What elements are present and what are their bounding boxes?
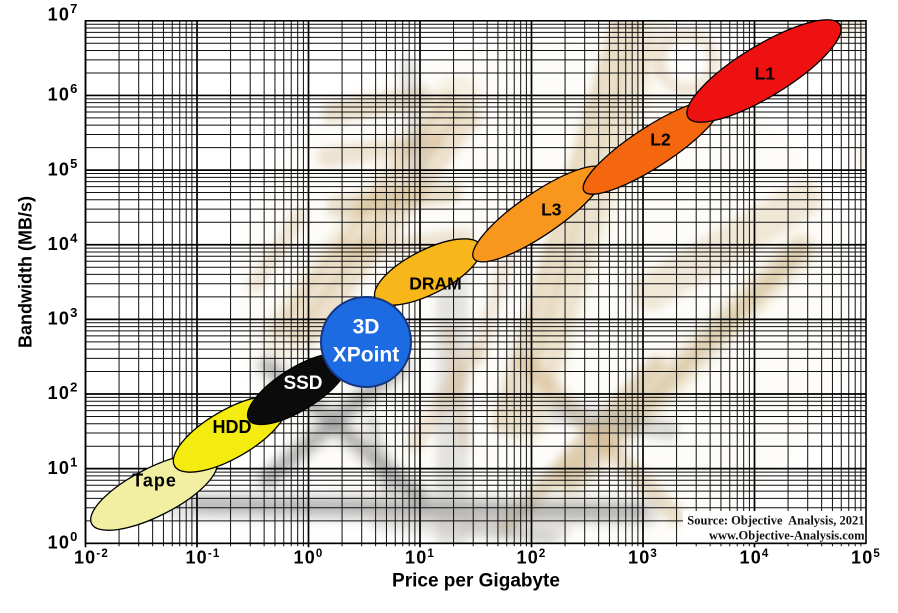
svg-text:100: 100	[293, 548, 323, 568]
svg-text:XPoint: XPoint	[333, 343, 400, 366]
svg-text:100: 100	[48, 529, 79, 553]
svg-text:101: 101	[48, 454, 79, 478]
svg-text:Price per Gigabyte: Price per Gigabyte	[392, 571, 560, 592]
svg-text:www.Objective-Analysis.com: www.Objective-Analysis.com	[709, 529, 865, 543]
svg-text:HDD: HDD	[213, 417, 252, 437]
svg-text:101: 101	[405, 548, 435, 568]
svg-text:DRAM: DRAM	[409, 274, 462, 294]
svg-text:Bandwidth (MB/s): Bandwidth (MB/s)	[15, 196, 35, 348]
svg-text:106: 106	[48, 81, 79, 105]
svg-text:L3: L3	[541, 200, 562, 220]
svg-text:3D: 3D	[353, 315, 380, 338]
svg-text:102: 102	[48, 380, 79, 404]
svg-text:L2: L2	[650, 129, 671, 149]
svg-text:105: 105	[48, 156, 79, 180]
svg-text:103: 103	[628, 548, 658, 568]
svg-text:Source: Objective Analysis, 2: Source: Objective Analysis, 2021	[687, 514, 864, 528]
svg-text:104: 104	[48, 230, 79, 254]
svg-text:107: 107	[48, 1, 79, 25]
svg-text:103: 103	[48, 305, 79, 329]
svg-text:105: 105	[851, 548, 881, 568]
svg-text:L1: L1	[755, 64, 776, 84]
svg-text:102: 102	[516, 548, 546, 568]
svg-text:Tape: Tape	[132, 471, 177, 491]
svg-text:SSD: SSD	[283, 373, 322, 394]
svg-text:104: 104	[739, 548, 769, 568]
